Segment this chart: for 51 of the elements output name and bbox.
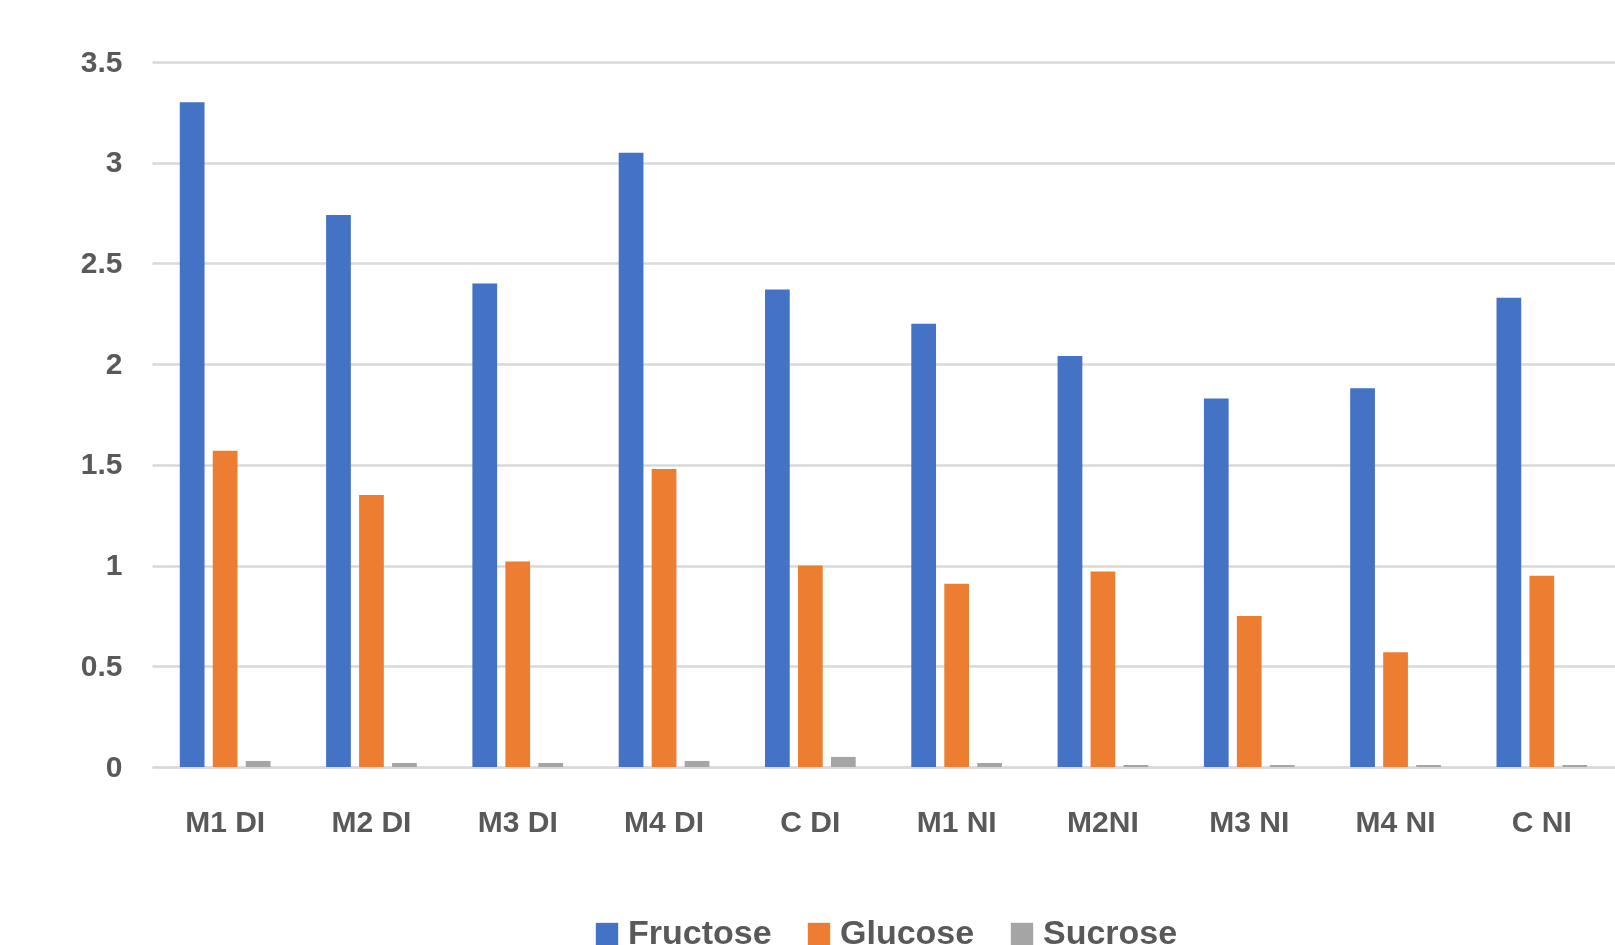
x-tick-label: M4 NI [1355,804,1436,838]
bar [1123,764,1149,767]
bar [212,450,238,767]
bar [359,495,384,767]
bar [618,152,644,767]
bar [326,215,351,767]
bar [472,283,498,767]
y-tick-label: 1.5 [80,447,123,481]
bar [1269,764,1295,767]
x-tick-label: M4 DI [624,804,705,838]
bar [830,756,856,767]
y-tick-label: 3.5 [80,44,123,78]
bar [977,762,1002,767]
bar [1236,615,1262,767]
bar [1383,652,1408,767]
bar [392,762,417,767]
bar [1529,575,1555,767]
x-tick-label: M2 DI [331,804,412,838]
y-tick-label: 0.5 [80,648,123,682]
bar [505,561,531,767]
bar [1090,571,1116,767]
y-tick-label: 2 [105,346,123,380]
bar [911,323,937,767]
x-tick-label: M3 NI [1209,804,1290,838]
legend-label: Glucose [840,913,975,945]
legend-label: Sucrose [1043,913,1178,945]
bar [1496,297,1522,767]
bar [1416,764,1441,767]
bar [245,760,271,767]
bar [651,468,677,767]
x-tick-label: M1 NI [916,804,997,838]
legend-label: Fructose [628,913,772,945]
bar [538,762,564,767]
y-tick-label: 0 [105,749,123,783]
bar [765,289,790,767]
y-tick-label: 2.5 [80,245,123,279]
y-tick-label: 3 [105,145,123,179]
bar [1562,764,1588,767]
x-tick-label: M3 DI [477,804,558,838]
bar [797,565,823,767]
x-tick-label: M2NI [1067,804,1139,838]
bar [1057,356,1083,767]
bar [944,583,970,767]
x-tick-label: M1 DI [185,804,266,838]
bar [179,102,205,767]
bar [1350,388,1375,767]
bar [684,760,710,767]
x-tick-label: C NI [1511,804,1572,838]
x-tick-label: C DI [780,804,841,838]
y-tick-label: 1 [105,548,123,582]
bar [1203,398,1229,767]
